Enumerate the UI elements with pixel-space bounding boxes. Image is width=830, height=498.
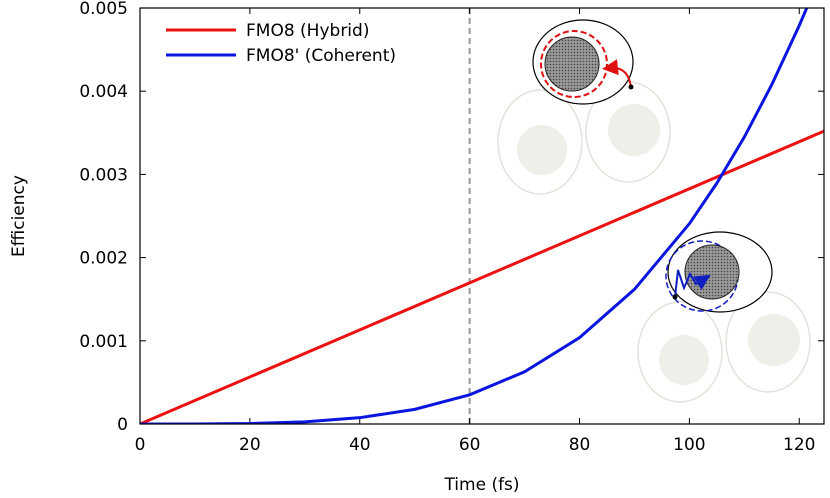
legend-label: FMO8' (Coherent) bbox=[246, 46, 396, 66]
y-tick-label: 0.003 bbox=[79, 165, 128, 185]
plot-area bbox=[140, 8, 824, 424]
y-tick-label: 0.001 bbox=[79, 332, 128, 352]
line bbox=[140, 8, 809, 424]
x-tick-label: 0 bbox=[135, 435, 146, 455]
x-axis-label: Time (fs) bbox=[443, 475, 519, 495]
x-tick-label: 40 bbox=[349, 435, 371, 455]
y-tick-label: 0.004 bbox=[79, 82, 128, 102]
y-tick-label: 0 bbox=[117, 415, 128, 435]
x-tick-label: 20 bbox=[239, 435, 261, 455]
x-tick-label: 100 bbox=[673, 435, 705, 455]
illustration bbox=[497, 19, 811, 403]
x-tick-label: 60 bbox=[459, 435, 481, 455]
x-tick-label: 80 bbox=[569, 435, 591, 455]
plot-frame bbox=[139, 7, 825, 425]
line bbox=[140, 129, 824, 424]
y-tick-label: 0.005 bbox=[79, 0, 128, 19]
legend-label: FMO8 (Hybrid) bbox=[246, 21, 369, 41]
y-tick-label: 0.002 bbox=[79, 249, 128, 269]
x-tick-label: 120 bbox=[783, 435, 815, 455]
y-axis-label: Efficiency bbox=[9, 175, 29, 257]
